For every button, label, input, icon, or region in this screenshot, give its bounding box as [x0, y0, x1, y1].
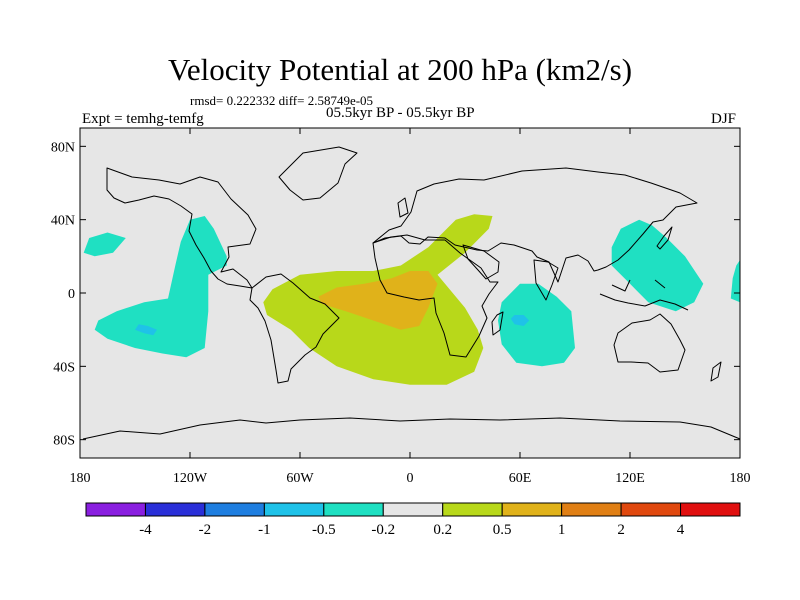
region-western-pacific-negative — [611, 219, 704, 312]
colorbar-swatch — [263, 502, 325, 517]
coastline-africa — [372, 234, 499, 358]
region-indian-ocean-negative — [498, 283, 575, 367]
colorbar-swatch — [501, 502, 563, 517]
experiment-label: Expt = temhg-temfg — [82, 111, 204, 127]
colorbar-swatch — [620, 502, 682, 517]
region-central-atlantic-positive — [318, 271, 438, 330]
colorbar-level-label: 0.2 — [433, 522, 452, 538]
coastline-south-america — [249, 273, 340, 384]
colorbar-swatch — [382, 502, 444, 517]
y-tick-label: 40N — [51, 214, 75, 229]
region-pacific-negative-core — [135, 324, 157, 336]
coastline-arabia — [462, 244, 500, 280]
x-tick-label: 60E — [509, 471, 532, 486]
colorbar-swatch — [85, 502, 146, 517]
region-dateline-negative-edge — [730, 260, 740, 303]
coastline-greenland — [278, 146, 358, 201]
colorbar-swatch — [144, 502, 206, 517]
colorbar-level-label: -0.5 — [312, 522, 336, 538]
coastline-north-america — [106, 167, 257, 289]
region-indian-ocean-negative-core — [510, 315, 530, 326]
y-tick-label: 40S — [53, 360, 75, 375]
colorbar-swatch — [323, 502, 384, 517]
x-tick-label: 0 — [407, 471, 414, 486]
colorbar-level-label: 4 — [677, 522, 685, 538]
coastline-eurasia — [372, 167, 698, 283]
season-label: DJF — [711, 111, 737, 127]
colorbar-level-label: 0.5 — [493, 522, 512, 538]
colorbar-level-label: -2 — [199, 522, 212, 538]
period-label: 05.5kyr BP - 05.5kyr BP — [326, 105, 475, 121]
colorbar-swatch — [680, 502, 741, 517]
chart-title: Velocity Potential at 200 hPa (km2/s) — [167, 52, 633, 87]
coastline-india — [533, 259, 559, 301]
x-tick-label: 180 — [730, 471, 751, 486]
axes: 180 120W 60W 0 60E 120E 180 80N 40N 0 40S 80S — [51, 128, 751, 486]
colorbar: -4 -2 -1 -0.5 -0.2 0.2 0.5 1 2 4 — [85, 502, 741, 538]
colorbar-swatch — [442, 502, 503, 517]
contour-fields — [83, 214, 740, 385]
colorbar-swatch — [204, 502, 265, 517]
colorbar-level-label: 2 — [617, 522, 625, 538]
y-tick-label: 0 — [68, 287, 75, 302]
y-tick-label: 80N — [51, 140, 75, 155]
colorbar-swatch — [561, 502, 622, 517]
region-north-pacific-negative-patch — [83, 232, 126, 257]
colorbar-level-label: -1 — [258, 522, 271, 538]
coastline-madagascar — [491, 311, 504, 336]
x-tick-label: 60W — [286, 471, 314, 486]
y-tick-label: 80S — [53, 434, 75, 449]
colorbar-level-label: -0.2 — [371, 522, 395, 538]
coastline-antarctica — [82, 417, 741, 440]
coastline-uk — [397, 197, 409, 218]
x-tick-label: 180 — [70, 471, 91, 486]
x-tick-label: 120W — [173, 471, 208, 486]
stats-line: rmsd= 0.222332 diff= 2.58749e-05 — [190, 93, 374, 108]
colorbar-level-label: 1 — [558, 522, 566, 538]
colorbar-level-label: -4 — [139, 522, 152, 538]
coastline-indonesia — [599, 279, 689, 311]
coastline-japan — [656, 226, 673, 250]
coastlines — [82, 146, 741, 440]
coastline-australia — [613, 313, 686, 373]
region-central-pacific-negative — [94, 216, 227, 358]
x-tick-label: 120E — [615, 471, 645, 486]
coastline-new-zealand — [710, 361, 722, 382]
